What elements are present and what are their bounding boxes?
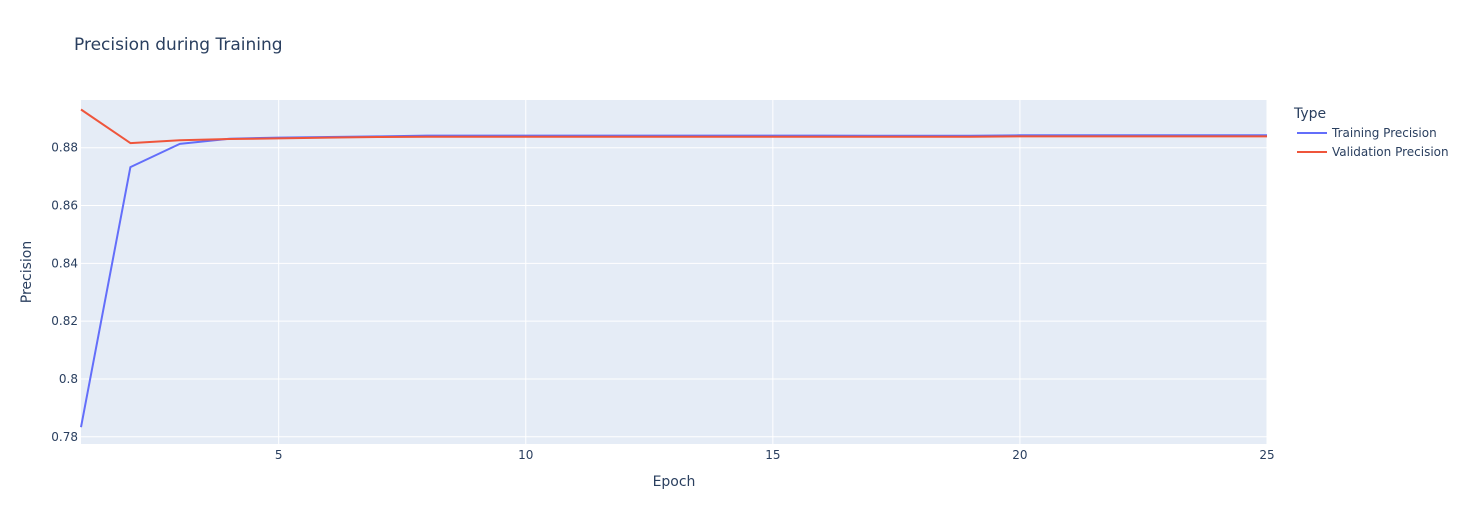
legend: Type Training Precision Validation Precis… bbox=[1293, 106, 1449, 159]
y-tick-label: 0.8 bbox=[59, 372, 78, 386]
y-tick-label: 0.86 bbox=[51, 199, 78, 213]
x-tick-label: 25 bbox=[1259, 448, 1274, 462]
x-tick-label: 5 bbox=[275, 448, 283, 462]
x-axis-ticks: 5 10 15 20 25 bbox=[275, 448, 1275, 462]
series-line-validation-precision bbox=[80, 108, 1267, 145]
y-axis-title: Precision bbox=[19, 241, 35, 303]
y-axis-ticks: 0.78 0.8 0.82 0.84 0.86 0.88 bbox=[51, 141, 78, 444]
plot-area bbox=[81, 100, 1267, 444]
y-tick-label: 0.84 bbox=[51, 256, 78, 270]
legend-item-label: Validation Precision bbox=[1332, 145, 1449, 159]
legend-item-label: Training Precision bbox=[1331, 126, 1437, 140]
x-tick-label: 10 bbox=[518, 448, 533, 462]
grid-lines bbox=[81, 100, 1268, 444]
x-tick-label: 20 bbox=[1012, 448, 1027, 462]
legend-title: Type bbox=[1293, 106, 1326, 122]
y-tick-label: 0.88 bbox=[51, 141, 78, 155]
y-tick-label: 0.82 bbox=[51, 314, 78, 328]
y-tick-label: 0.78 bbox=[51, 430, 78, 444]
x-axis-title: Epoch bbox=[653, 474, 696, 490]
series-lines bbox=[80, 108, 1267, 428]
x-tick-label: 15 bbox=[765, 448, 780, 462]
chart-title: Precision during Training bbox=[74, 35, 283, 55]
